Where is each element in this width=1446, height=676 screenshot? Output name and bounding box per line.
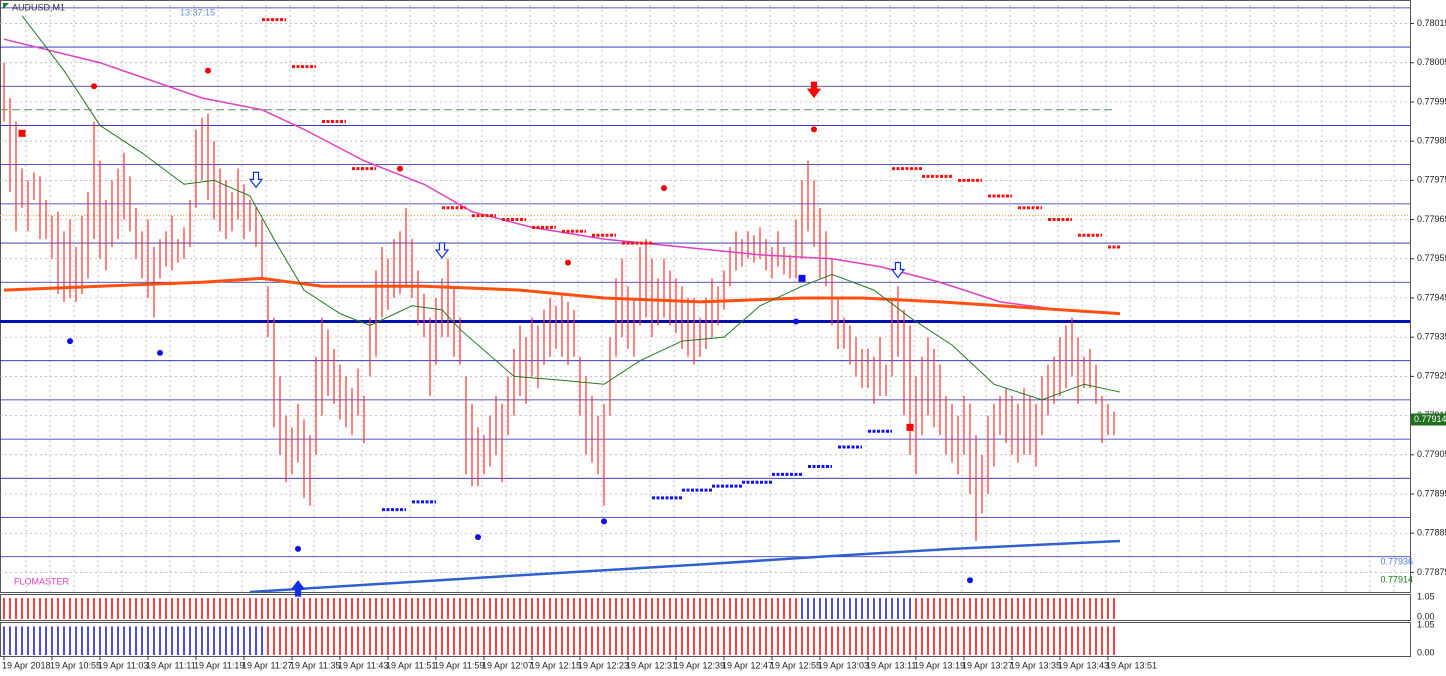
x-tick-label: 19 Apr 11:27 — [242, 660, 292, 670]
y-tick-label: 0.77885 — [1417, 528, 1446, 538]
x-tick-label: 19 Apr 11:19 — [194, 660, 244, 670]
signal-dot — [205, 67, 211, 74]
indicator-label: FLOMASTER — [14, 576, 70, 586]
main-pane-frame — [0, 0, 1411, 593]
x-tick-label: 19 Apr 12:15 — [530, 660, 581, 670]
x-tick-label: 19 Apr 12:07 — [482, 660, 533, 670]
x-tick-label: 19 Apr 13:43 — [1058, 660, 1109, 670]
x-tick-label: 19 Apr 11:03 — [98, 660, 148, 670]
signal-dot — [295, 545, 301, 552]
signal-dot — [661, 185, 667, 192]
sub-tick-label: 0.00 — [1417, 611, 1435, 621]
x-tick-label: 19 Apr 12:47 — [722, 660, 773, 670]
signal-dot — [91, 83, 97, 90]
symbol-label: AUDUSD,M1 — [12, 2, 65, 12]
y-tick-label: 0.77985 — [1417, 136, 1446, 146]
signal-square — [18, 129, 26, 137]
info-value: 0.77914 — [1380, 574, 1413, 584]
signal-arrow — [290, 580, 306, 597]
x-tick-label: 19 Apr 12:39 — [674, 660, 725, 670]
y-tick-label: 0.78005 — [1417, 57, 1446, 67]
sub-tick-label: 0.00 — [1417, 647, 1435, 657]
x-tick-label: 19 Apr 13:19 — [914, 660, 965, 670]
signal-dot — [157, 349, 163, 356]
signal-arrow — [806, 81, 822, 99]
signal-dot — [67, 338, 73, 345]
y-tick-label: 0.77905 — [1417, 449, 1446, 459]
signal-dot — [967, 577, 973, 584]
x-tick-label: 19 Apr 11:59 — [434, 660, 484, 670]
x-tick-label: 19 Apr 2018 — [2, 660, 51, 670]
signal-dot — [601, 518, 607, 525]
indicator-line — [21, 15, 1121, 401]
x-tick-label: 19 Apr 13:03 — [818, 660, 869, 670]
signal-dot — [811, 126, 817, 133]
y-tick-label: 0.77875 — [1417, 567, 1446, 577]
y-tick-label: 0.77935 — [1417, 332, 1446, 342]
x-tick-label: 19 Apr 13:27 — [962, 660, 1013, 670]
info-value: 0.77936 — [1380, 556, 1413, 566]
sub-pane-frame — [0, 622, 1411, 657]
indicator-line — [3, 276, 1121, 316]
x-tick-label: 19 Apr 13:35 — [1010, 660, 1061, 670]
x-tick-label: 19 Apr 12:31 — [626, 660, 677, 670]
indicator-line — [249, 539, 1121, 594]
y-tick-label: 0.77995 — [1417, 96, 1446, 106]
y-tick-label: 0.78015 — [1417, 18, 1446, 28]
bid-tag-label: 0.77914 — [1414, 414, 1446, 424]
bid-tag — [1411, 413, 1446, 426]
indicator-line — [3, 38, 1121, 315]
sub-tick-label: 1.05 — [1417, 591, 1435, 601]
sub-pane-frame — [0, 594, 1411, 621]
x-tick-label: 19 Apr 12:55 — [770, 660, 821, 670]
y-tick-label: 0.77895 — [1417, 488, 1446, 498]
x-tick-label: 19 Apr 11:51 — [386, 660, 436, 670]
x-tick-label: 19 Apr 10:55 — [50, 660, 101, 670]
y-tick-label: 0.77955 — [1417, 253, 1446, 263]
x-tick-label: 19 Apr 12:23 — [578, 660, 629, 670]
x-tick-label: 19 Apr 13:11 — [866, 660, 916, 670]
signal-dot — [565, 259, 571, 266]
sub-tick-label: 1.05 — [1417, 619, 1435, 629]
x-tick-label: 19 Apr 13:51 — [1106, 660, 1157, 670]
signal-arrow — [434, 242, 450, 259]
y-tick-label: 0.77925 — [1417, 371, 1446, 381]
signal-arrow — [890, 261, 906, 279]
y-tick-label: 0.77975 — [1417, 175, 1446, 185]
signal-square — [906, 423, 914, 431]
clock: 13:37:15 — [180, 7, 215, 17]
signal-dot — [475, 534, 481, 541]
x-tick-label: 19 Apr 11:11 — [146, 660, 196, 670]
signal-square — [798, 274, 806, 282]
signal-arrow — [248, 171, 264, 189]
y-tick-label: 0.77945 — [1417, 292, 1446, 302]
signal-dot — [397, 165, 403, 172]
signal-dot — [793, 318, 799, 325]
x-tick-label: 19 Apr 11:43 — [338, 660, 388, 670]
x-tick-label: 19 Apr 11:35 — [290, 660, 340, 670]
y-tick-label: 0.77965 — [1417, 214, 1446, 224]
